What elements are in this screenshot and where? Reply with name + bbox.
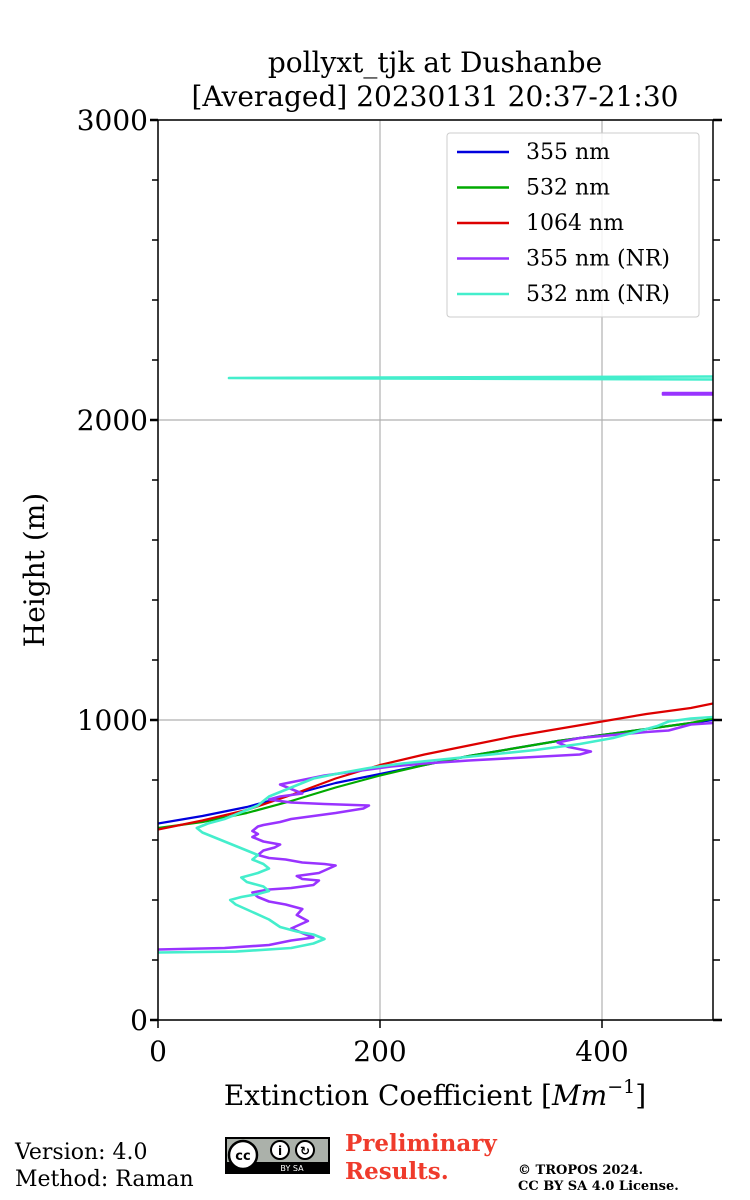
version-text: Version: 4.0	[15, 1140, 148, 1165]
preliminary-results-notice: Preliminary Results.	[345, 1130, 497, 1186]
legend-entries: 355 nm 532 nm 1064 nm 355 nm (NR) 532 nm (NR…	[457, 140, 670, 307]
y-tick-label: 3000	[77, 104, 148, 137]
x-axis-label-text: Extinction Coefficient [	[224, 1079, 552, 1112]
legend-label-0: 355 nm	[526, 140, 610, 165]
series-line-2	[158, 702, 713, 831]
x-axis-label-exponent: −1	[607, 1076, 635, 1098]
by-icon	[270, 1140, 290, 1160]
preliminary-line2: Results.	[345, 1158, 449, 1185]
plot-frame	[157, 119, 714, 1021]
series-line-0	[158, 718, 713, 825]
method-text: Method: Raman	[15, 1167, 194, 1192]
legend-label-2: 1064 nm	[526, 211, 624, 236]
x-axis-label: Extinction Coefficient [Mm−1]	[224, 1076, 646, 1112]
x-axis-label-close: ]	[635, 1079, 646, 1112]
sa-icon	[295, 1140, 315, 1160]
legend: 355 nm 532 nm 1064 nm 355 nm (NR) 532 nm (NR…	[446, 132, 700, 318]
legend-label-3: 355 nm (NR)	[526, 247, 670, 272]
tick-layer: 0 200 400 0 1000 2000 3000	[77, 104, 722, 1068]
x-tick-label: 400	[575, 1035, 628, 1068]
y-axis-label: Height (m)	[18, 493, 51, 647]
copyright-line1: © TROPOS 2024.	[518, 1163, 644, 1178]
series-layer	[158, 375, 713, 954]
x-tick-label: 200	[353, 1035, 406, 1068]
series-line-3	[158, 391, 713, 951]
x-tick-label: 0	[149, 1035, 167, 1068]
license-badge-text: BY SA	[280, 1164, 304, 1173]
y-tick-label: 2000	[77, 404, 148, 437]
svg-text:i: i	[278, 1144, 282, 1158]
copyright-line2: CC BY SA 4.0 License.	[518, 1179, 679, 1194]
svg-text:cc: cc	[235, 1149, 250, 1164]
preliminary-line1: Preliminary	[345, 1130, 497, 1157]
chart-title-line1: pollyxt_tjk at Dushanbe	[268, 46, 602, 79]
x-axis-label-unit: Mm	[551, 1079, 607, 1112]
y-tick-label: 1000	[77, 704, 148, 737]
chart-title-line2: [Averaged] 20230131 20:37-21:30	[192, 80, 679, 113]
legend-label-4: 532 nm (NR)	[526, 282, 670, 307]
legend-label-1: 532 nm	[526, 176, 610, 201]
chart-svg: 0 200 400 0 1000 2000 3000 pollyxt_tjk at Dush…	[18, 46, 722, 1112]
y-tick-label: 0	[130, 1004, 148, 1037]
series-line-4	[158, 375, 713, 954]
legend-box	[446, 132, 700, 318]
cc-icon	[227, 1139, 259, 1171]
copyright-notice: © TROPOS 2024. CC BY SA 4.0 License.	[518, 1163, 679, 1195]
svg-text:↻: ↻	[300, 1144, 310, 1158]
cc-by-sa-badge: cc i ↻ BY SA	[225, 1137, 330, 1174]
